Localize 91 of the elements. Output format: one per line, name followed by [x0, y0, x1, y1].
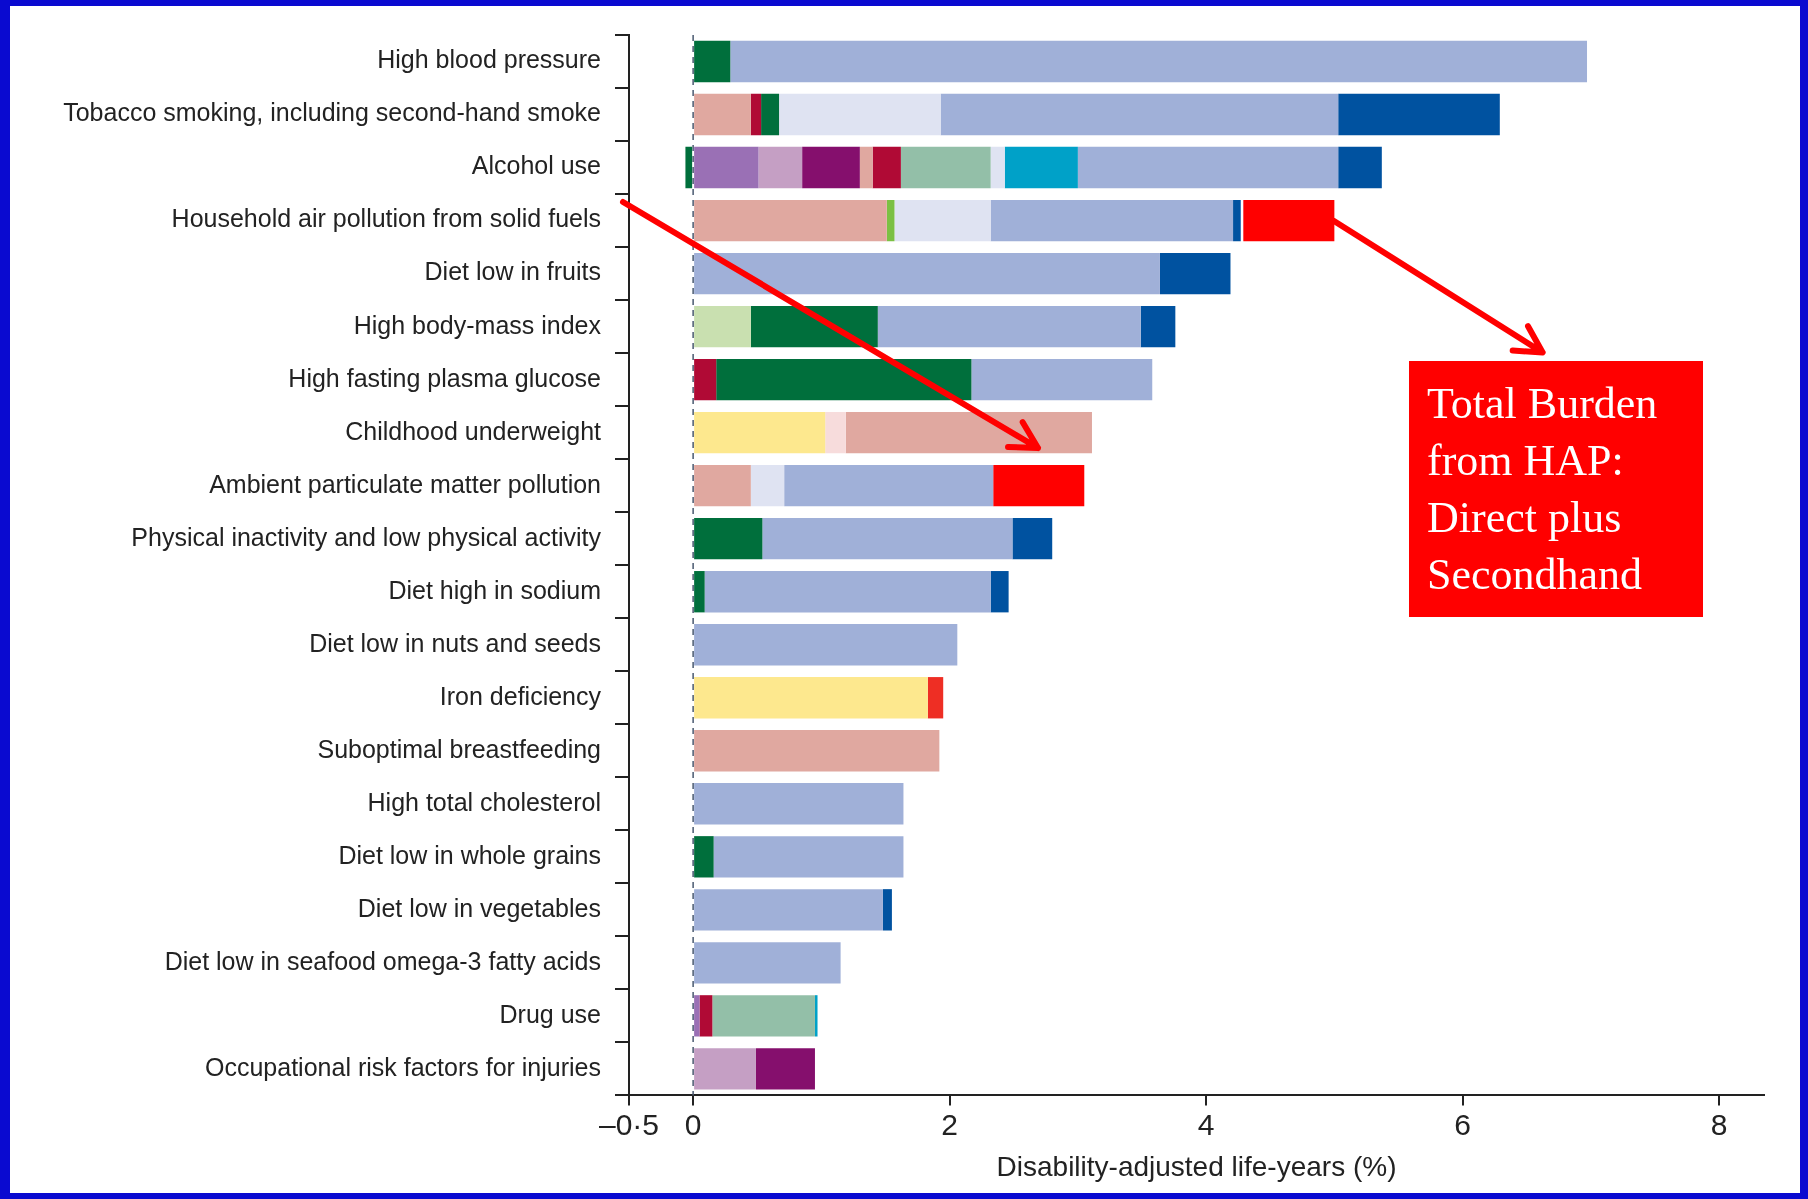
y-tick-label: Physical inactivity and low physical activity [131, 522, 602, 551]
x-tick-label: –0·5 [598, 1107, 660, 1141]
y-tick-label: Diet low in seafood omega-3 fatty acids [164, 946, 601, 975]
bar [699, 995, 713, 1037]
bar [750, 464, 785, 507]
bar [1233, 199, 1241, 242]
bar [694, 252, 1160, 295]
bar [694, 146, 759, 189]
y-tick-label: Drug use [499, 999, 601, 1028]
bar [758, 146, 803, 189]
y-tick-label: Diet low in fruits [424, 257, 601, 286]
bar [762, 518, 1013, 560]
bar [971, 358, 1153, 401]
bar [990, 146, 1005, 189]
bar [755, 1048, 815, 1090]
bar [694, 1048, 756, 1090]
y-tick-label: Household air pollution from solid fuels [171, 204, 601, 233]
bar [1004, 146, 1078, 189]
bar [990, 571, 1009, 613]
bar [694, 624, 958, 666]
bar [750, 93, 762, 136]
bar [713, 836, 904, 878]
y-tick-label: Childhood underweight [345, 416, 602, 445]
bar [784, 464, 994, 507]
bar [694, 464, 751, 507]
bar [730, 40, 1588, 83]
bar [712, 995, 815, 1037]
bar [761, 93, 780, 136]
bar [694, 889, 883, 931]
y-tick-label: Diet high in sodium [388, 575, 601, 604]
bar [990, 199, 1234, 242]
bar [1077, 146, 1339, 189]
y-tick-label: High total cholesterol [367, 787, 601, 816]
x-tick-label: 4 [1197, 1107, 1215, 1141]
bar [704, 571, 991, 613]
bar [802, 146, 860, 189]
bar [694, 571, 705, 613]
bar [694, 518, 763, 560]
y-tick-label: Diet low in vegetables [357, 893, 601, 922]
y-tick-label: Occupational risk factors for injuries [205, 1052, 601, 1081]
bar [993, 464, 1085, 507]
y-tick-label: Iron deficiency [439, 681, 602, 710]
y-tick-label: High body-mass index [353, 310, 602, 339]
bar [694, 305, 751, 348]
annotation: Total Burden from HAP: Direct plus Secondhand [1409, 361, 1703, 617]
bar [1140, 305, 1176, 348]
bar [716, 358, 972, 401]
bar [694, 730, 940, 772]
y-tick-label: Tobacco smoking, including second-hand smoke [63, 98, 601, 127]
bar [694, 942, 841, 984]
bar [750, 305, 878, 348]
y-tick-label: Suboptimal breastfeeding [317, 734, 601, 763]
x-axis-title: Disability-adjusted life-years (%) [996, 1150, 1397, 1182]
bar [779, 93, 941, 136]
bar [694, 358, 717, 401]
bar [1338, 146, 1382, 189]
bar [900, 146, 991, 189]
bar [882, 889, 892, 931]
x-tick-label: 6 [1454, 1107, 1471, 1141]
x-tick-label: 8 [1710, 1107, 1728, 1141]
bar [694, 836, 714, 878]
y-tick-label: High blood pressure [377, 45, 601, 74]
y-tick-label: Diet low in nuts and seeds [309, 628, 601, 657]
bar [1012, 518, 1053, 560]
y-tick-label: High fasting plasma glucose [288, 363, 601, 392]
bar [872, 146, 901, 189]
y-tick-label: Ambient particulate matter pollution [209, 469, 601, 498]
bar [859, 146, 873, 189]
bar [940, 93, 1339, 136]
bar [877, 305, 1141, 348]
bar [845, 411, 1092, 454]
bar [1338, 93, 1500, 136]
bar [825, 411, 846, 454]
bar [694, 783, 904, 825]
bar [1159, 252, 1231, 295]
bar [886, 199, 895, 242]
bar [694, 93, 751, 136]
bar [694, 677, 928, 719]
y-tick-label: Diet low in whole grains [338, 840, 601, 869]
bar [894, 199, 991, 242]
x-tick-label: 2 [941, 1107, 958, 1141]
bar [814, 995, 818, 1037]
bar [694, 411, 826, 454]
y-tick-label: Alcohol use [471, 151, 601, 180]
bar [694, 199, 887, 242]
x-tick-label: 0 [684, 1107, 702, 1141]
bar [1243, 199, 1335, 242]
bar [694, 995, 700, 1037]
bar [685, 146, 693, 189]
bar [694, 40, 731, 83]
bar [927, 677, 944, 719]
